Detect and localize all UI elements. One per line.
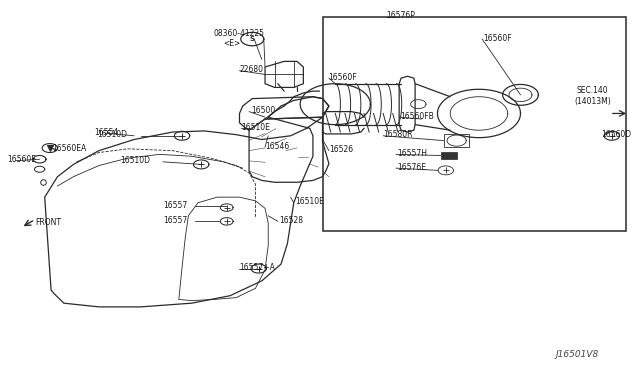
Polygon shape — [441, 152, 456, 159]
Text: 16576E: 16576E — [397, 163, 426, 171]
Text: 16500: 16500 — [251, 106, 275, 115]
Text: FRONT: FRONT — [35, 218, 61, 227]
Text: SEC.140: SEC.140 — [576, 86, 608, 94]
Text: 16510D: 16510D — [120, 156, 150, 165]
Text: 16510D: 16510D — [97, 130, 127, 139]
Text: 16560F: 16560F — [328, 73, 357, 82]
Text: 16560D: 16560D — [602, 130, 632, 139]
Text: 16526: 16526 — [330, 145, 354, 154]
Text: J16501V8: J16501V8 — [556, 350, 599, 359]
Text: (14013M): (14013M) — [575, 97, 612, 106]
Text: 16560F: 16560F — [483, 34, 511, 43]
Text: 22680: 22680 — [239, 65, 264, 74]
Text: 16560EA: 16560EA — [52, 144, 86, 153]
Text: 16510E: 16510E — [295, 197, 324, 206]
Text: 16557H: 16557H — [397, 149, 428, 158]
Text: 16580R: 16580R — [383, 130, 413, 139]
Text: 16560FB: 16560FB — [400, 112, 433, 121]
Text: 16557+A: 16557+A — [239, 263, 275, 272]
Text: 08360-41225: 08360-41225 — [214, 29, 265, 38]
Text: 16510E: 16510E — [241, 123, 270, 132]
Text: 16554: 16554 — [95, 128, 119, 137]
Text: S: S — [250, 36, 255, 42]
Text: <E>: <E> — [223, 39, 241, 48]
Text: 16546: 16546 — [265, 142, 289, 151]
Text: 16557: 16557 — [163, 216, 187, 225]
Text: 16560E: 16560E — [8, 155, 36, 164]
Text: 16576P: 16576P — [387, 12, 415, 20]
Text: 16528: 16528 — [279, 216, 303, 225]
Text: 16557: 16557 — [163, 201, 187, 210]
